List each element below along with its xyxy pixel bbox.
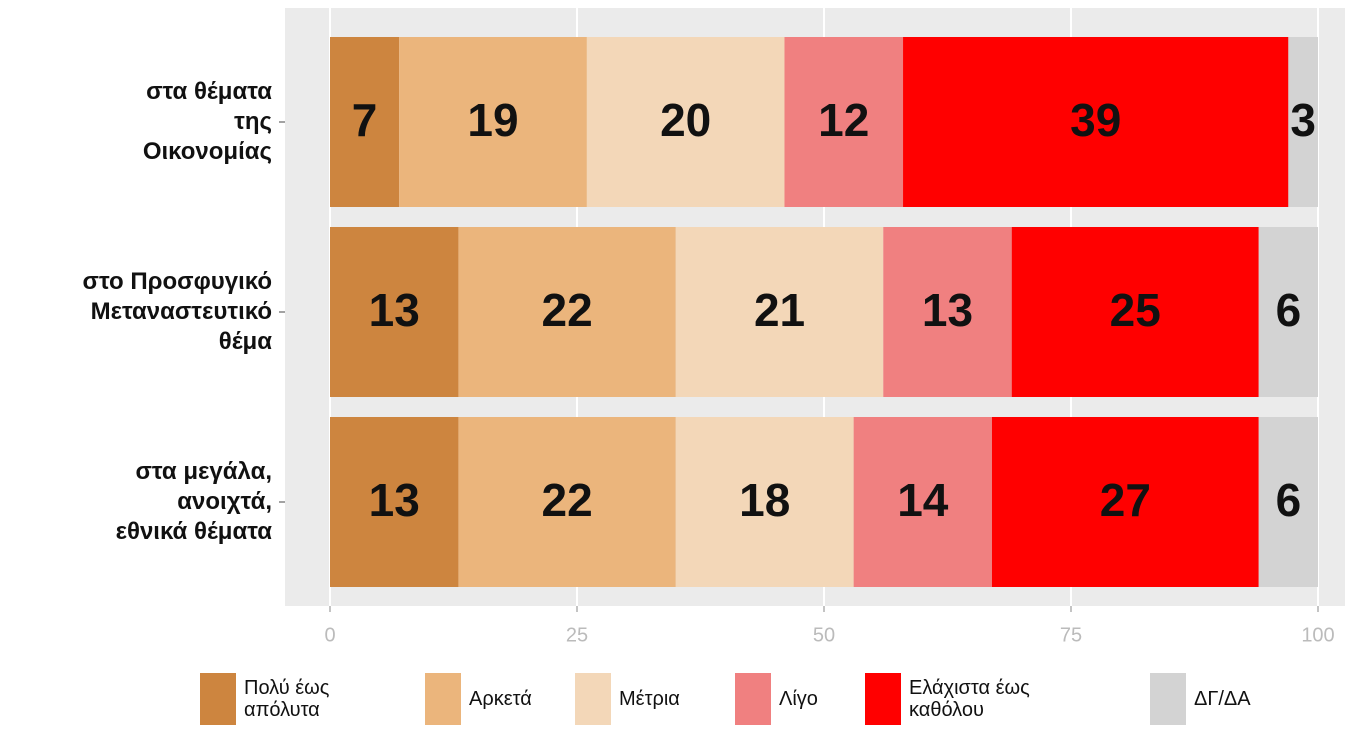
data-label: 13 [369,474,420,526]
bar-segment [458,227,676,397]
y-tick-label: στο Προσφυγικό Μεταναστευτικό θέμα [82,268,272,355]
data-label: 12 [818,94,869,146]
bar-segment [399,37,587,207]
legend-swatch [200,673,236,725]
data-label: 7 [352,94,378,146]
data-label: 39 [1070,94,1121,146]
bar-segment [883,227,1012,397]
legend-swatch [735,673,771,725]
x-tick-label: 25 [566,624,588,646]
data-label: 27 [1100,474,1151,526]
data-label: 3 [1290,94,1316,146]
data-label: 20 [660,94,711,146]
legend-swatch [575,673,611,725]
x-tick-label: 0 [324,624,335,646]
legend-label: Ελάχιστα έως καθόλου [909,677,1030,721]
data-label: 19 [467,94,518,146]
legend-swatch [865,673,901,725]
legend-label: Μέτρια [619,688,680,710]
legend-swatch [1150,673,1186,725]
data-label: 22 [542,284,593,336]
bar-segment [991,417,1259,587]
bar-segment [853,417,992,587]
bar-segment [586,37,785,207]
data-label: 25 [1110,284,1161,336]
bar-segment [1258,417,1318,587]
bar-segment [1288,37,1318,207]
data-label: 13 [369,284,420,336]
bar-segment [675,227,884,397]
bar-segment [1258,227,1318,397]
x-tick-label: 50 [813,624,835,646]
data-label: 6 [1276,474,1302,526]
y-tick-label: στα μεγάλα, ανοιχτά, εθνικά θέματα [115,458,272,545]
data-label: 6 [1276,284,1302,336]
legend-label: Πολύ έως απόλυτα [244,677,330,721]
data-label: 22 [542,474,593,526]
legend-label: ΔΓ/ΔΑ [1194,688,1251,710]
legend-label: Λίγο [779,688,818,710]
bar-segment [330,417,459,587]
data-label: 21 [754,284,805,336]
legend-swatch [425,673,461,725]
data-label: 13 [922,284,973,336]
bar-segment [330,37,400,207]
y-tick-label: στα θέματα της Οικονομίας [142,78,272,165]
bar-segment [903,37,1289,207]
bar-segment [458,417,676,587]
data-label: 14 [897,474,949,526]
data-label: 18 [739,474,790,526]
bar-segment [784,37,904,207]
x-tick-label: 75 [1060,624,1082,646]
bar-segment [675,417,854,587]
x-tick-label: 100 [1301,624,1334,646]
bar-segment [330,227,459,397]
legend-label: Αρκετά [469,688,532,710]
bar-segment [1011,227,1259,397]
